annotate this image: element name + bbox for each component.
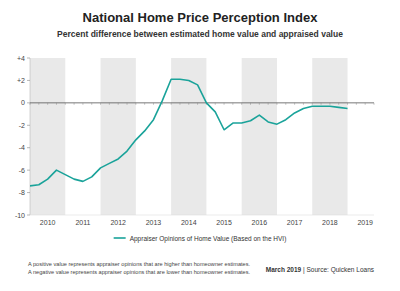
zero-tick <box>312 103 313 105</box>
x-tick-label: 2017 <box>287 219 303 226</box>
y-axis <box>30 58 31 215</box>
y-tick <box>27 80 30 81</box>
source: March 2019 | Source: Quicken Loans <box>266 266 375 274</box>
zero-tick <box>329 103 330 105</box>
y-tick-label: +2 <box>17 77 25 84</box>
subtitle: Percent difference between estimated hom… <box>57 29 343 39</box>
legend-label: Appraiser Opinions of Home Value (Based … <box>130 235 287 243</box>
zero-tick <box>276 103 277 105</box>
y-tick <box>27 147 30 148</box>
zero-tick <box>30 103 31 105</box>
zero-tick <box>294 103 295 105</box>
year-band <box>101 58 136 215</box>
note: A positive value represents appraiser op… <box>28 261 250 267</box>
y-tick-label: +4 <box>17 55 25 62</box>
y-tick <box>27 215 30 216</box>
x-tick-label: 2014 <box>181 219 197 226</box>
x-tick-label: 2019 <box>357 219 373 226</box>
y-tick-label: -10 <box>15 212 25 219</box>
y-tick-label: -4 <box>19 144 25 151</box>
zero-tick <box>232 103 233 105</box>
source-date: March 2019 <box>266 266 303 273</box>
zero-tick <box>56 103 57 105</box>
year-band <box>312 58 347 215</box>
source-text: | Source: Quicken Loans <box>303 266 375 274</box>
zero-tick <box>259 103 260 105</box>
y-tick <box>27 170 30 171</box>
x-tick-label: 2016 <box>252 219 268 226</box>
zero-tick <box>215 103 216 105</box>
zero-tick <box>47 103 48 105</box>
x-tick-label: 2011 <box>75 219 90 226</box>
zero-tick <box>171 103 172 105</box>
y-tick <box>27 125 30 126</box>
zero-tick <box>338 103 339 105</box>
zero-tick <box>268 103 269 105</box>
zero-tick <box>153 103 154 105</box>
y-tick <box>27 192 30 193</box>
zero-tick <box>224 103 225 105</box>
zero-tick <box>303 103 304 105</box>
zero-tick <box>356 103 357 105</box>
zero-tick <box>38 103 39 105</box>
zero-tick <box>365 103 366 105</box>
zero-tick <box>374 103 375 105</box>
plot-bottom <box>30 215 374 216</box>
chart: National Home Price Perception Index Perc… <box>0 0 400 291</box>
y-tick-label: -2 <box>19 122 25 129</box>
zero-tick <box>197 103 198 105</box>
y-tick-label: 0 <box>21 99 25 106</box>
zero-tick <box>135 103 136 105</box>
zero-tick <box>82 103 83 105</box>
background <box>0 0 400 291</box>
zero-tick <box>74 103 75 105</box>
x-tick-label: 2018 <box>322 219 338 226</box>
zero-tick <box>250 103 251 105</box>
y-tick <box>27 58 30 59</box>
zero-tick <box>321 103 322 105</box>
zero-tick <box>241 103 242 105</box>
x-tick-label: 2010 <box>40 219 56 226</box>
x-tick-label: 2012 <box>110 219 126 226</box>
zero-tick <box>127 103 128 105</box>
zero-tick <box>109 103 110 105</box>
zero-line <box>30 102 374 103</box>
legend-swatch <box>114 237 126 239</box>
y-tick-label: -8 <box>19 189 25 196</box>
zero-tick <box>100 103 101 105</box>
zero-tick <box>118 103 119 105</box>
zero-tick <box>144 103 145 105</box>
note: A negative value represents appraiser op… <box>28 269 250 275</box>
x-tick-label: 2013 <box>146 219 162 226</box>
zero-tick <box>188 103 189 105</box>
series-group <box>30 79 348 186</box>
zero-tick <box>65 103 66 105</box>
series-line <box>30 79 348 186</box>
zero-tick <box>347 103 348 105</box>
zero-tick <box>179 103 180 105</box>
year-band <box>30 58 65 215</box>
y-tick <box>27 102 30 103</box>
zero-tick <box>285 103 286 105</box>
x-tick-label: 2015 <box>216 219 232 226</box>
y-tick-label: -6 <box>19 167 25 174</box>
year-band <box>242 58 277 215</box>
zero-tick <box>91 103 92 105</box>
title: National Home Price Perception Index <box>83 10 319 25</box>
year-band <box>171 58 206 215</box>
